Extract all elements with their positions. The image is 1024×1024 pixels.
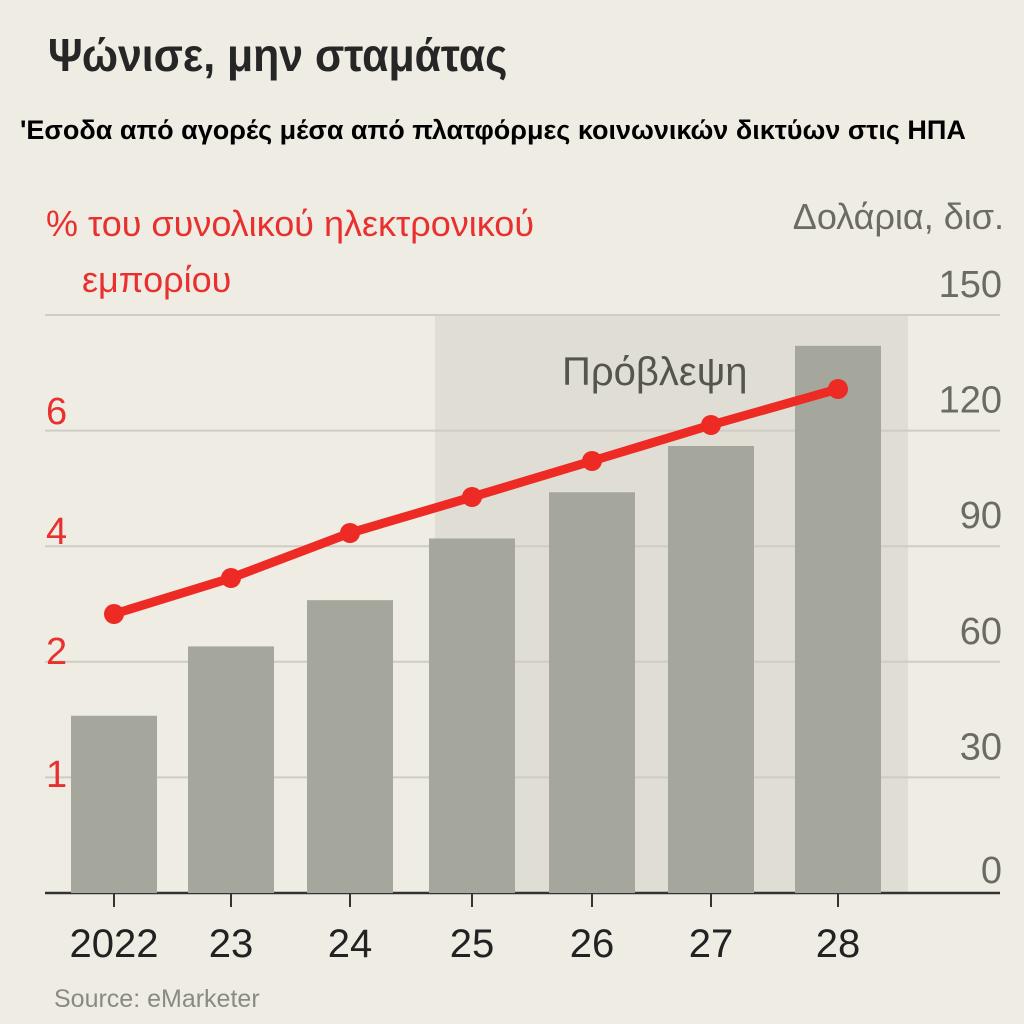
share-point-26 [582, 451, 602, 471]
source-note: Source: eMarketer [54, 985, 260, 1013]
x-tick-label: 26 [570, 922, 615, 966]
left-tick-label: 1 [46, 754, 67, 796]
bar-26 [549, 492, 635, 893]
left-tick-label: 6 [46, 391, 67, 433]
bar-24 [307, 600, 393, 893]
right-axis-label: Δολάρια, δισ. [792, 196, 1004, 237]
bar-25 [429, 538, 515, 893]
right-tick-label: 60 [960, 611, 1002, 653]
bar-2022 [71, 715, 157, 893]
bar-23 [188, 646, 274, 893]
x-tick-label: 28 [816, 922, 861, 966]
x-tick-label: 2022 [70, 922, 159, 966]
x-tick-label: 27 [689, 922, 734, 966]
share-point-24 [340, 523, 360, 543]
bar-27 [668, 446, 754, 893]
share-point-2022 [104, 604, 124, 624]
share-point-28 [828, 379, 848, 399]
left-tick-label: 4 [46, 511, 67, 553]
forecast-annotation: Πρόβλεψη [562, 350, 748, 394]
right-tick-label: 120 [939, 380, 1002, 422]
x-tick-label: 23 [209, 922, 254, 966]
right-tick-label: 90 [960, 495, 1002, 537]
share-point-27 [701, 415, 721, 435]
left-axis-label: % του συνολικού ηλεκτρονικού εμπορίου [46, 196, 666, 308]
left-axis-label-line2: εμπορίου [82, 259, 232, 300]
chart-subtitle: 'Εσοδα από αγορές μέσα από πλατφόρμες κο… [20, 115, 966, 145]
left-tick-label: 2 [46, 631, 67, 673]
right-tick-label: 150 [939, 264, 1002, 306]
right-tick-label: 30 [960, 726, 1002, 768]
chart-title: Ψώνισε, μην σταμάτας [48, 29, 508, 81]
x-tick-label: 24 [328, 922, 373, 966]
right-tick-label: 0 [981, 850, 1002, 892]
share-point-23 [221, 568, 241, 588]
bar-28 [795, 345, 881, 893]
share-point-25 [462, 487, 482, 507]
left-axis-label-line1: % του συνολικού ηλεκτρονικού [46, 203, 535, 244]
x-tick-label: 25 [450, 922, 495, 966]
